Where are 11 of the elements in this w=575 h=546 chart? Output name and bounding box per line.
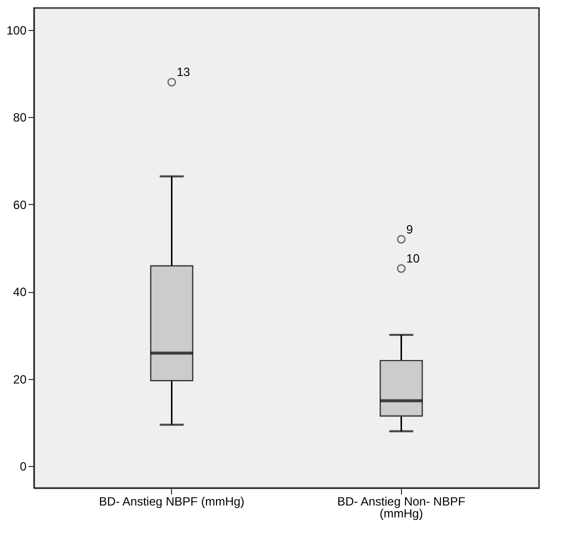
y-tick-label: 0: [20, 460, 27, 474]
y-tick-label: 20: [13, 372, 27, 386]
annotation: 13: [176, 65, 190, 80]
y-tick-label: 80: [13, 110, 27, 125]
annotation: 9: [406, 222, 414, 236]
y-tick-label: 100: [6, 23, 27, 38]
x-tick-label: BD- Anstieg NBPF (mmHg): [99, 494, 244, 508]
annotation: 10: [406, 252, 420, 266]
x-tick-label: BD- Anstieg Non- NBPF (mmHg): [337, 494, 466, 520]
y-tick-label: 40: [13, 285, 27, 300]
y-tick-label: 60: [13, 198, 27, 212]
